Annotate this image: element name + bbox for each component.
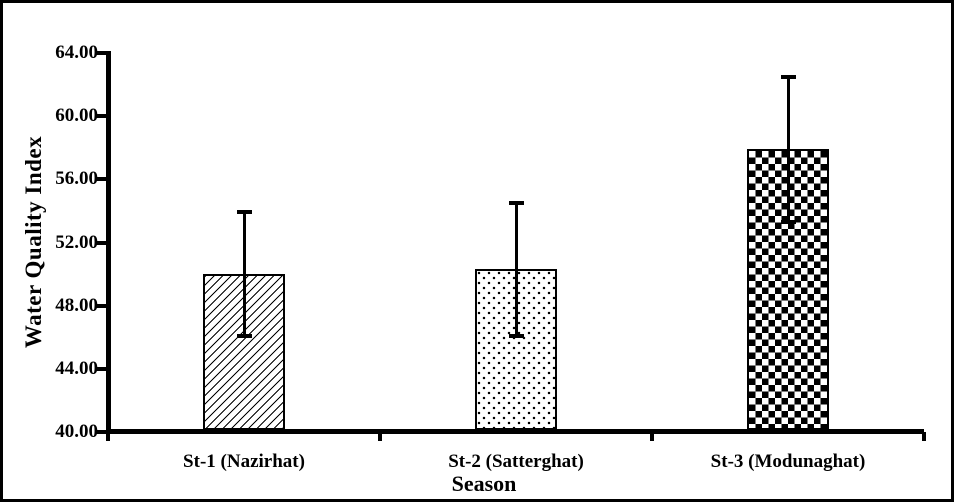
y-axis-tick-label: 56.00	[55, 168, 98, 190]
error-bar-line-st-2-satterghat	[514, 203, 518, 336]
error-bar-line-st-3-modunaghat	[786, 76, 790, 222]
x-axis-tick	[922, 432, 926, 441]
y-axis-tick	[96, 366, 107, 371]
y-axis-tick	[96, 303, 107, 308]
y-axis-tick	[96, 177, 107, 182]
x-axis-tick	[378, 432, 382, 441]
y-axis-tick-label: 48.00	[55, 294, 98, 316]
y-axis-tick	[96, 240, 107, 245]
y-axis-tick	[96, 51, 107, 55]
y-axis-tick	[96, 114, 107, 119]
y-axis-tick	[96, 430, 107, 434]
x-category-label-st-3-modunaghat: St-3 (Modunaghat)	[710, 451, 866, 472]
x-axis-line	[106, 429, 924, 434]
error-bar-cap-top-st-2-satterghat	[508, 201, 524, 206]
x-category-label-st-1-nazirhat: St-1 (Nazirhat)	[183, 451, 305, 472]
error-bar-cap-top-st-1-nazirhat	[236, 210, 252, 215]
error-bar-cap-bottom-st-3-modunaghat	[780, 219, 796, 224]
y-axis-tick-label: 44.00	[55, 357, 98, 379]
y-axis-line	[106, 51, 111, 434]
x-axis-title: Season	[451, 471, 517, 496]
error-bar-cap-top-st-3-modunaghat	[780, 74, 796, 79]
x-category-label-st-2-satterghat: St-2 (Satterghat)	[448, 451, 584, 472]
x-axis-tick	[650, 432, 654, 441]
y-axis-tick-label: 40.00	[55, 421, 98, 442]
error-bar-cap-bottom-st-1-nazirhat	[236, 333, 252, 338]
error-bar-cap-bottom-st-2-satterghat	[508, 333, 524, 338]
y-axis-tick-label: 60.00	[55, 105, 98, 127]
error-bar-line-st-1-nazirhat	[242, 212, 246, 336]
y-axis-tick-label: 52.00	[55, 231, 98, 253]
y-axis-tick-label: 64.00	[55, 42, 98, 63]
x-axis-tick	[106, 432, 110, 441]
